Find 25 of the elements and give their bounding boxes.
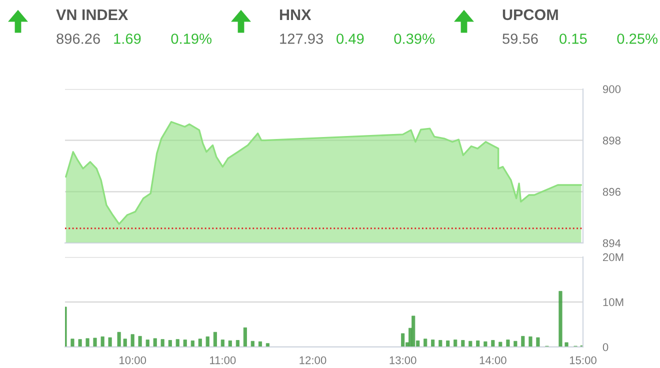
y-tick-label: 900 bbox=[602, 85, 621, 94]
category-label: HNX bbox=[280, 9, 312, 20]
text: 0.15 bbox=[560, 34, 587, 44]
category-label: UPCOM bbox=[502, 9, 558, 20]
y-tick-label: 0 bbox=[602, 343, 608, 352]
text: 1.69 bbox=[114, 34, 141, 44]
text: 0.39% bbox=[394, 34, 434, 44]
x-tick-label: 15:00 bbox=[570, 356, 596, 364]
x-tick-label: 12:00 bbox=[300, 356, 326, 364]
x-tick-label: 11:00 bbox=[210, 356, 236, 364]
x-tick-label: 10:00 bbox=[120, 356, 146, 364]
y-tick-label: 896 bbox=[602, 188, 620, 196]
data-label: 59.56 bbox=[502, 34, 538, 44]
data-label: 127.93 bbox=[280, 34, 323, 44]
category-label: VN INDEX bbox=[56, 9, 128, 20]
text: 0.19% bbox=[171, 34, 212, 44]
y-tick-label: 894 bbox=[602, 239, 621, 248]
data-label: 896.26 bbox=[56, 34, 100, 44]
y-tick-label: 898 bbox=[602, 136, 620, 144]
text: 0.49 bbox=[336, 34, 364, 44]
y-tick-label: 20M bbox=[603, 253, 624, 262]
y-tick-label: 10M bbox=[603, 298, 624, 306]
x-tick-label: 14:00 bbox=[480, 356, 506, 364]
text: 0.25% bbox=[617, 34, 658, 44]
x-tick-label: 13:00 bbox=[390, 356, 416, 364]
